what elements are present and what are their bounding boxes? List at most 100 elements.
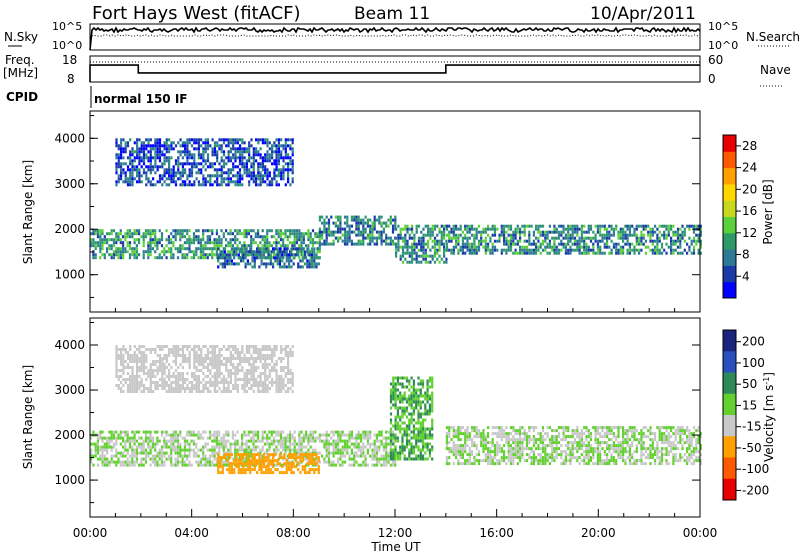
echo-cell <box>99 247 102 251</box>
echo-cell <box>138 445 141 449</box>
echo-cell <box>541 426 545 430</box>
echo-cell <box>628 447 631 451</box>
echo-cell <box>290 259 293 263</box>
echo-cell <box>530 456 533 460</box>
echo-cell <box>578 245 581 249</box>
echo-cell <box>252 177 255 181</box>
echo-cell <box>101 457 104 461</box>
echo-cell <box>445 248 448 252</box>
echo-cell <box>227 153 230 157</box>
echo-cell <box>181 232 184 236</box>
echo-cell <box>638 248 641 252</box>
echo-cell <box>640 450 643 454</box>
echo-cell <box>144 250 148 254</box>
echo-cell <box>404 236 407 240</box>
echo-cell <box>615 242 618 246</box>
echo-cell <box>131 183 134 187</box>
echo-cell <box>599 248 602 252</box>
echo-cell <box>371 239 374 243</box>
echo-cell <box>512 459 515 463</box>
echo-cell <box>551 456 554 460</box>
echo-cell <box>422 233 425 237</box>
echo-cell <box>218 445 221 449</box>
echo-cell <box>654 224 657 228</box>
echo-cell <box>115 439 118 443</box>
echo-cell <box>567 429 570 433</box>
echo-cell <box>300 439 303 443</box>
echo-cell <box>580 236 583 240</box>
echo-cell <box>241 253 244 257</box>
echo-cell <box>279 436 283 440</box>
echo-cell <box>253 453 256 457</box>
echo-cell <box>690 453 693 457</box>
echo-cell <box>188 141 191 145</box>
echo-cell <box>276 247 279 251</box>
echo-cell <box>375 218 379 222</box>
echo-cell <box>228 462 231 466</box>
echo-cell <box>232 144 235 148</box>
echo-cell <box>509 248 513 252</box>
echo-cell <box>521 224 524 228</box>
echo-cell <box>204 162 207 166</box>
echo-cell <box>291 241 294 245</box>
echo-cell <box>129 183 132 187</box>
freq-label: Freq. <box>5 53 35 67</box>
echo-cell <box>466 432 469 436</box>
echo-cell <box>617 242 620 246</box>
echo-cell <box>323 227 326 231</box>
echo-cell <box>101 460 104 464</box>
echo-cell <box>528 447 531 451</box>
echo-cell <box>633 459 636 463</box>
echo-cell <box>106 232 109 236</box>
echo-cell <box>546 456 549 460</box>
echo-cell <box>466 426 469 430</box>
echo-cell <box>298 232 301 236</box>
echo-cell <box>168 138 171 142</box>
echo-cell <box>154 235 157 239</box>
echo-cell <box>172 168 175 172</box>
echo-cell <box>225 256 228 260</box>
echo-cell <box>254 448 257 452</box>
echo-cell <box>378 221 381 225</box>
echo-cell <box>503 429 506 433</box>
echo-cell <box>238 150 242 154</box>
echo-cell <box>487 459 490 463</box>
echo-cell <box>599 456 602 460</box>
echo-cell <box>255 153 258 157</box>
echo-cell <box>635 444 638 448</box>
echo-cell <box>266 442 269 446</box>
echo-cell <box>144 436 148 440</box>
echo-cell <box>663 438 666 442</box>
echo-cell <box>341 439 344 443</box>
echo-cell <box>546 251 549 255</box>
echo-cell <box>256 247 259 251</box>
echo-cell <box>619 233 622 237</box>
echo-cell <box>247 430 250 434</box>
echo-cell <box>624 438 627 442</box>
echo-cell <box>382 227 385 231</box>
echo-cell <box>359 242 363 246</box>
echo-cell <box>617 435 620 439</box>
echo-cell <box>284 168 287 172</box>
echo-cell <box>291 138 294 142</box>
echo-cell <box>222 235 225 239</box>
echo-cell <box>461 426 464 430</box>
echo-cell <box>626 444 629 448</box>
echo-cell <box>548 444 551 448</box>
echo-cell <box>192 250 196 254</box>
echo-cell <box>228 468 231 472</box>
echo-cell <box>310 253 314 257</box>
echo-cell <box>236 238 239 242</box>
echo-cell <box>424 233 427 237</box>
echo-cell <box>493 227 497 231</box>
echo-cell <box>679 435 682 439</box>
echo-cell <box>269 253 272 257</box>
echo-cell <box>350 239 353 243</box>
echo-cell <box>289 439 292 443</box>
echo-cell <box>493 456 497 460</box>
echo-cell <box>193 156 196 160</box>
echo-cell <box>500 438 503 442</box>
echo-cell <box>181 229 184 233</box>
echo-cell <box>445 233 448 237</box>
echo-cell <box>337 230 340 234</box>
